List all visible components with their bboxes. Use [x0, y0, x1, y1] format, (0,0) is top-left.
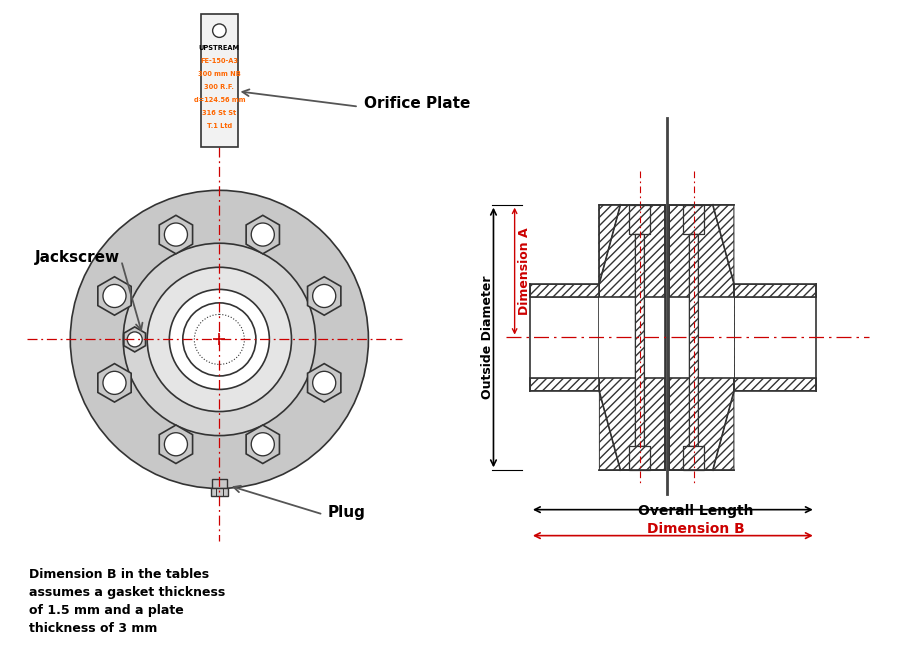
Polygon shape — [308, 277, 341, 315]
Bar — [201, 14, 238, 147]
Text: Plug: Plug — [328, 505, 366, 520]
Circle shape — [251, 433, 274, 456]
Text: Dimension B in the tables
assumes a gasket thickness
of 1.5 mm and a plate
thick: Dimension B in the tables assumes a gask… — [29, 568, 225, 635]
Polygon shape — [600, 391, 621, 470]
Text: UPSTREAM: UPSTREAM — [198, 45, 240, 51]
Bar — [682, 205, 704, 233]
Polygon shape — [598, 205, 600, 283]
Polygon shape — [98, 277, 131, 315]
Bar — [211, 489, 228, 496]
Circle shape — [147, 267, 291, 411]
Text: Jackscrew: Jackscrew — [35, 250, 120, 265]
Bar — [629, 205, 651, 233]
Circle shape — [165, 223, 187, 246]
Bar — [629, 446, 651, 470]
Bar — [629, 205, 651, 233]
Polygon shape — [246, 425, 279, 463]
Bar — [530, 378, 600, 391]
Bar — [682, 446, 704, 470]
Polygon shape — [98, 363, 131, 402]
Circle shape — [123, 243, 316, 436]
Text: FE-150-A3: FE-150-A3 — [200, 58, 238, 64]
Bar — [635, 233, 644, 446]
Polygon shape — [124, 327, 146, 352]
Bar — [600, 297, 664, 378]
Circle shape — [313, 285, 336, 307]
Bar — [682, 446, 704, 470]
Bar — [669, 205, 734, 470]
Bar — [530, 283, 600, 297]
Bar — [669, 297, 734, 378]
Bar — [530, 378, 600, 391]
Circle shape — [103, 285, 126, 307]
Polygon shape — [600, 205, 621, 283]
Circle shape — [169, 289, 269, 389]
Circle shape — [70, 190, 369, 489]
Bar — [734, 283, 815, 297]
Polygon shape — [530, 391, 600, 470]
Bar — [600, 205, 664, 470]
Text: Orifice Plate: Orifice Plate — [364, 96, 470, 111]
Polygon shape — [159, 425, 193, 463]
Bar — [212, 479, 228, 489]
Text: 316 St St: 316 St St — [202, 110, 237, 116]
Circle shape — [127, 332, 142, 347]
Polygon shape — [734, 391, 815, 470]
Circle shape — [251, 223, 274, 246]
Bar — [734, 378, 815, 391]
Circle shape — [165, 433, 187, 456]
Circle shape — [313, 371, 336, 395]
Bar — [682, 205, 704, 233]
Circle shape — [103, 371, 126, 395]
Polygon shape — [246, 215, 279, 254]
Circle shape — [213, 24, 226, 38]
Bar — [734, 378, 815, 391]
Text: Outside Diameter: Outside Diameter — [481, 276, 494, 399]
Bar — [669, 205, 734, 470]
Bar — [635, 233, 644, 446]
Bar — [600, 205, 664, 470]
Bar — [629, 446, 651, 470]
Text: Dimension B: Dimension B — [647, 522, 744, 536]
Text: Dimension A: Dimension A — [518, 227, 531, 315]
Text: 300 R.F.: 300 R.F. — [205, 84, 234, 90]
Polygon shape — [308, 363, 341, 402]
Polygon shape — [159, 215, 193, 254]
Polygon shape — [734, 205, 815, 283]
Bar — [689, 233, 698, 446]
Circle shape — [183, 303, 256, 376]
Bar — [689, 233, 698, 446]
Text: 300 mm NB: 300 mm NB — [198, 71, 241, 77]
Text: T.1 Ltd: T.1 Ltd — [207, 123, 232, 129]
Polygon shape — [530, 205, 600, 283]
Polygon shape — [713, 205, 734, 283]
Polygon shape — [713, 391, 734, 470]
Text: d=124.56 mm: d=124.56 mm — [194, 97, 245, 103]
Bar — [530, 283, 600, 297]
Text: Overall Length: Overall Length — [638, 504, 753, 518]
Circle shape — [195, 315, 245, 365]
Bar — [734, 283, 815, 297]
